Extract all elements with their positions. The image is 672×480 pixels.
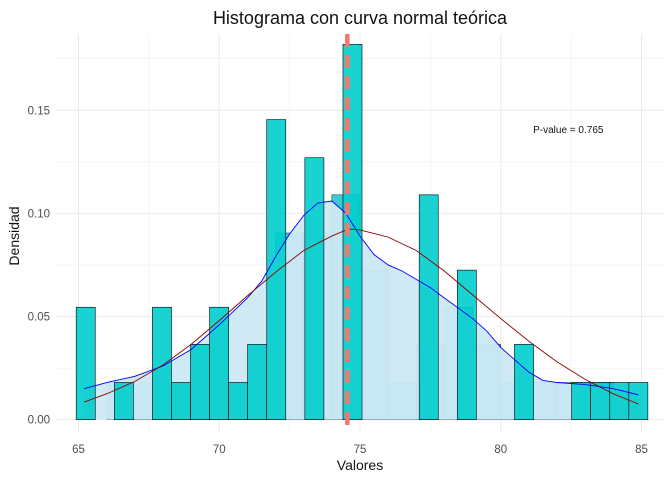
histogram-bar <box>571 382 592 420</box>
histogram-bar <box>247 344 268 420</box>
histogram-bar <box>609 382 630 420</box>
histogram-bar <box>418 194 439 420</box>
histogram-bar <box>628 382 649 420</box>
histogram-bar <box>171 382 191 420</box>
y-tick-label: 0.10 <box>28 208 50 220</box>
x-axis-title: Valores <box>337 457 383 473</box>
x-tick-label: 80 <box>494 444 507 456</box>
x-tick-label: 65 <box>72 444 85 456</box>
x-tick-label: 70 <box>213 444 226 456</box>
y-tick-label: 0.05 <box>28 312 50 324</box>
x-tick-label: 75 <box>354 444 367 456</box>
normal-curve-line <box>83 228 639 405</box>
y-axis-ticks: 0.00 0.05 0.10 0.15 <box>28 105 50 426</box>
x-tick-label: 85 <box>635 444 648 456</box>
histogram-bar <box>75 306 96 420</box>
histogram-bar <box>113 382 134 420</box>
histogram-bar <box>266 119 287 420</box>
histogram-bar <box>152 306 172 420</box>
kernel-density-line <box>84 200 639 396</box>
histogram-bar <box>190 344 210 420</box>
histogram-bars <box>75 44 649 420</box>
chart-title: Histograma con curva normal teórica <box>213 8 508 28</box>
x-axis-ticks: 65 70 75 80 85 <box>72 444 648 456</box>
histogram-bar <box>514 344 534 420</box>
histogram-bar <box>304 157 325 420</box>
y-tick-label: 0.00 <box>28 415 50 427</box>
y-tick-label: 0.15 <box>28 105 50 117</box>
y-axis-title: Densidad <box>6 206 22 265</box>
histogram-bar <box>342 44 363 420</box>
p-value-annotation: P-value = 0.765 <box>533 125 604 136</box>
histogram-bar <box>228 382 248 420</box>
histogram-bar <box>209 306 229 420</box>
histogram-bar <box>457 269 477 420</box>
